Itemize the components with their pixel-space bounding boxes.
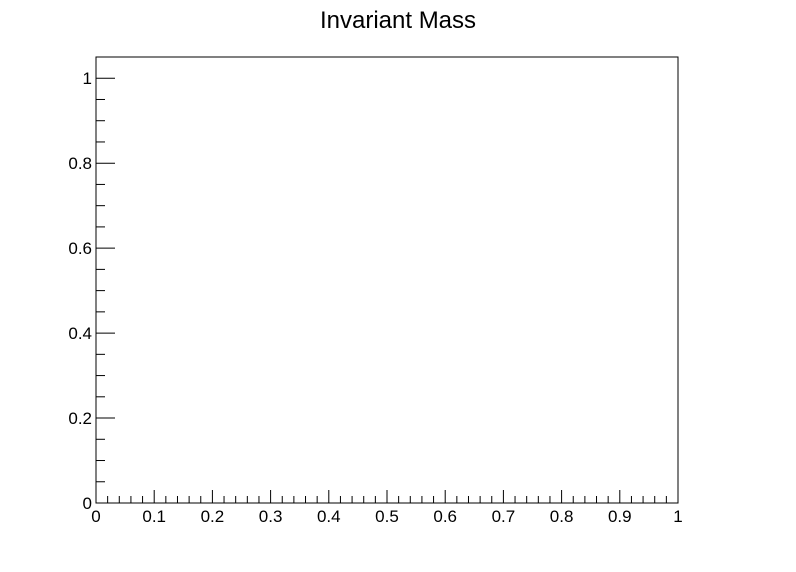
- y-tick-label: 0.2: [68, 409, 92, 428]
- y-tick-label: 0.4: [68, 324, 92, 343]
- x-tick-label: 0.6: [433, 507, 457, 526]
- x-tick-label: 0.2: [201, 507, 225, 526]
- x-tick-label: 0.3: [259, 507, 283, 526]
- y-tick-label: 0.6: [68, 239, 92, 258]
- plot-frame: [95, 56, 679, 504]
- x-axis: 0 0.1 0.2 0.3 0.4 0.5 0.6 0.7 0.8 0.9 1: [91, 490, 683, 526]
- y-tick-label: 0: [83, 494, 92, 513]
- x-tick-label: 0.7: [492, 507, 516, 526]
- x-tick-label: 0.9: [608, 507, 632, 526]
- y-axis: 0 0.2 0.4 0.6 0.8 1: [68, 56, 115, 513]
- x-tick-label: 1: [673, 507, 682, 526]
- x-tick-label: 0: [91, 507, 100, 526]
- y-tick-label: 1: [83, 69, 92, 88]
- x-tick-label: 0.8: [550, 507, 574, 526]
- x-tick-label: 0.5: [375, 507, 399, 526]
- y-tick-label: 0.8: [68, 154, 92, 173]
- x-tick-label: 0.1: [142, 507, 166, 526]
- chart-title: Invariant Mass: [320, 7, 476, 34]
- x-tick-label: 0.4: [317, 507, 341, 526]
